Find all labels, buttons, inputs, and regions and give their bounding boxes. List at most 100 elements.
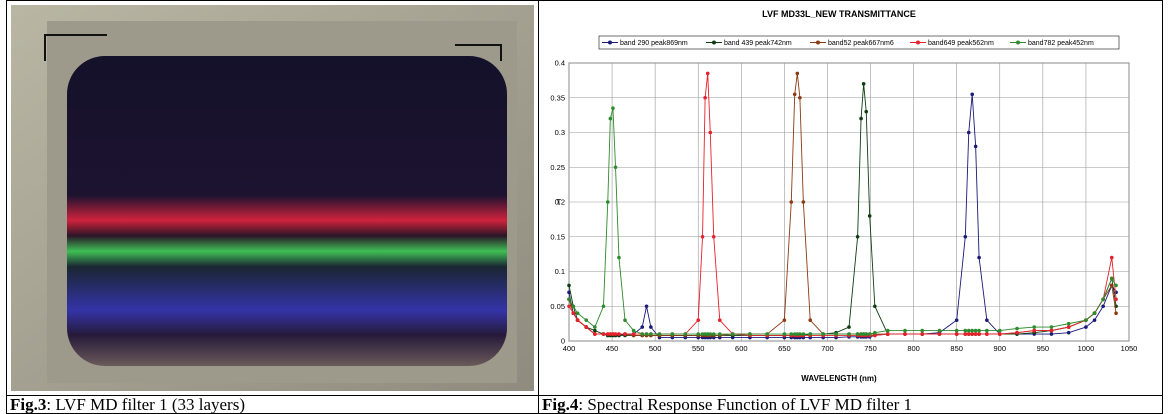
data-point bbox=[717, 332, 722, 336]
data-point bbox=[873, 333, 877, 338]
data-point bbox=[864, 109, 869, 114]
data-point bbox=[631, 328, 636, 333]
data-point bbox=[1109, 276, 1114, 281]
data-point bbox=[801, 332, 806, 336]
data-point bbox=[937, 332, 942, 336]
data-point bbox=[705, 332, 710, 336]
data-point bbox=[605, 332, 610, 336]
data-point bbox=[867, 214, 872, 218]
legend-marker bbox=[916, 40, 920, 45]
legend-marker bbox=[712, 40, 716, 45]
x-tick-label: 700 bbox=[821, 344, 834, 353]
data-point bbox=[1049, 328, 1054, 333]
data-point bbox=[885, 332, 890, 336]
data-point bbox=[977, 328, 981, 333]
data-point bbox=[920, 332, 925, 336]
data-point bbox=[631, 332, 636, 336]
data-point bbox=[696, 332, 701, 336]
data-point bbox=[593, 332, 597, 336]
data-point bbox=[1015, 326, 1019, 331]
data-point bbox=[575, 311, 580, 316]
data-point bbox=[696, 318, 701, 322]
data-point bbox=[1066, 325, 1071, 329]
data-point bbox=[937, 328, 942, 333]
data-point bbox=[1092, 318, 1097, 322]
data-point bbox=[847, 332, 851, 336]
data-point bbox=[623, 318, 627, 322]
data-point bbox=[966, 332, 971, 336]
data-point bbox=[997, 328, 1002, 333]
data-point bbox=[613, 332, 618, 336]
data-point bbox=[593, 328, 597, 333]
data-point bbox=[973, 328, 978, 333]
data-point bbox=[683, 332, 688, 336]
data-point bbox=[711, 332, 716, 336]
data-point bbox=[873, 304, 877, 309]
data-point bbox=[970, 328, 974, 333]
data-point bbox=[657, 332, 662, 336]
data-point bbox=[861, 82, 866, 86]
data-point bbox=[567, 297, 571, 302]
data-point bbox=[789, 200, 794, 204]
data-point bbox=[623, 332, 627, 336]
data-point bbox=[963, 332, 968, 336]
x-tick-label: 1000 bbox=[1078, 344, 1095, 353]
legend-label: band782 peak452nm bbox=[1028, 40, 1094, 47]
data-point bbox=[885, 328, 890, 333]
y-tick-label: 0.05 bbox=[550, 302, 565, 311]
legend-box bbox=[598, 35, 1120, 50]
data-point bbox=[649, 332, 653, 336]
data-point bbox=[1049, 325, 1054, 329]
x-tick-label: 550 bbox=[692, 344, 705, 353]
data-point bbox=[997, 332, 1002, 336]
data-point bbox=[1114, 311, 1118, 316]
data-point bbox=[611, 106, 615, 110]
data-point bbox=[575, 318, 580, 322]
data-point bbox=[873, 330, 877, 335]
data-point bbox=[821, 332, 825, 336]
data-point bbox=[1015, 330, 1019, 335]
data-point bbox=[954, 318, 959, 322]
caption: Fig.3: LVF MD filter 1 (33 layers) bbox=[6, 395, 539, 414]
data-point bbox=[861, 332, 866, 336]
x-tick-label: 650 bbox=[778, 344, 791, 353]
y-axis-label: T bbox=[557, 198, 562, 207]
data-point bbox=[903, 332, 907, 336]
x-tick-label: 450 bbox=[606, 344, 619, 353]
x-tick-label: 950 bbox=[1037, 344, 1050, 353]
caption: Fig.4: Spectral Response Function of LVF… bbox=[538, 395, 1163, 414]
data-point bbox=[798, 332, 802, 336]
y-tick-label: 0.3 bbox=[555, 128, 565, 137]
data-point bbox=[1101, 297, 1105, 302]
data-point bbox=[703, 95, 707, 100]
photo-cell bbox=[6, 0, 539, 396]
x-tick-label: 750 bbox=[864, 344, 877, 353]
data-point bbox=[859, 116, 863, 121]
photo bbox=[11, 5, 534, 391]
data-point bbox=[963, 328, 968, 333]
data-point bbox=[584, 325, 589, 329]
data-point bbox=[1032, 328, 1037, 333]
data-point bbox=[963, 234, 968, 239]
y-tick-label: 0.4 bbox=[555, 59, 565, 68]
data-point bbox=[571, 311, 576, 316]
data-point bbox=[864, 332, 869, 336]
data-point bbox=[765, 332, 769, 336]
data-point bbox=[711, 234, 716, 239]
data-point bbox=[593, 325, 597, 329]
x-tick-label: 400 bbox=[563, 344, 576, 353]
data-point bbox=[867, 332, 872, 336]
y-tick-label: 0 bbox=[561, 337, 565, 346]
data-point bbox=[834, 332, 838, 336]
data-point bbox=[601, 304, 606, 309]
data-point bbox=[789, 332, 794, 336]
filter bbox=[67, 56, 507, 366]
x-tick-label: 900 bbox=[994, 344, 1007, 353]
data-point bbox=[670, 332, 675, 336]
data-point bbox=[644, 304, 649, 309]
data-point bbox=[1114, 297, 1118, 302]
legend-marker bbox=[816, 40, 820, 45]
data-point bbox=[847, 325, 851, 329]
legend-label: band 439 peak742nm bbox=[724, 40, 792, 47]
